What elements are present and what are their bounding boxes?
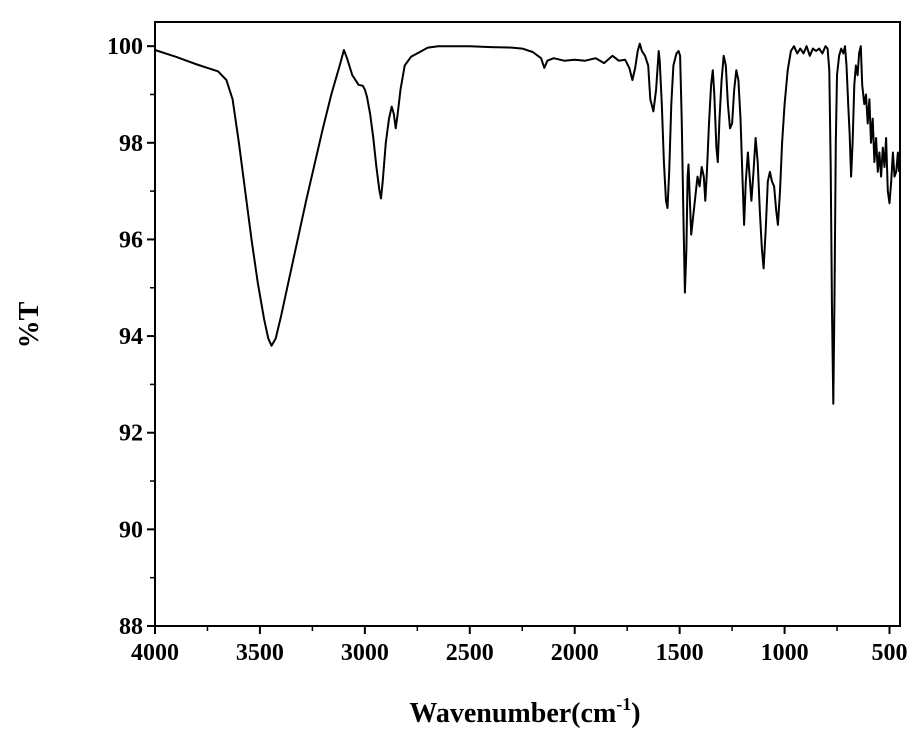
y-tick-label: 96 (119, 227, 143, 253)
x-axis-title-base: Wavenumber(cm (409, 698, 616, 729)
x-tick-label: 3500 (236, 640, 284, 666)
x-tick-label: 500 (872, 640, 908, 666)
y-tick-label: 90 (119, 517, 143, 543)
y-tick-label: 92 (119, 421, 143, 447)
x-axis-title-close: ) (631, 698, 640, 729)
x-tick-label: 1500 (656, 640, 704, 666)
y-tick-label: 98 (119, 131, 143, 157)
plot-frame (154, 21, 901, 627)
x-axis-title-superscript: -1 (616, 694, 631, 714)
y-tick-label: 94 (119, 324, 143, 350)
x-tick-label: 3000 (341, 640, 389, 666)
plot-border (154, 21, 901, 627)
x-axis-title: Wavenumber(cm-1) (409, 694, 640, 729)
x-tick-label: 4000 (131, 640, 179, 666)
y-axis: 88 90 92 94 96 98 100 (107, 34, 155, 640)
y-tick-label: 88 (119, 614, 143, 640)
spectrum-line (154, 42, 900, 405)
x-tick-label: 2000 (551, 640, 599, 666)
y-tick-label: 100 (107, 34, 143, 60)
y-axis-title: %T (14, 301, 45, 348)
x-tick-label: 2500 (446, 640, 494, 666)
x-axis: 4000 3500 3000 2500 2000 1500 1000 500 (131, 626, 908, 666)
x-tick-label: 1000 (761, 640, 809, 666)
